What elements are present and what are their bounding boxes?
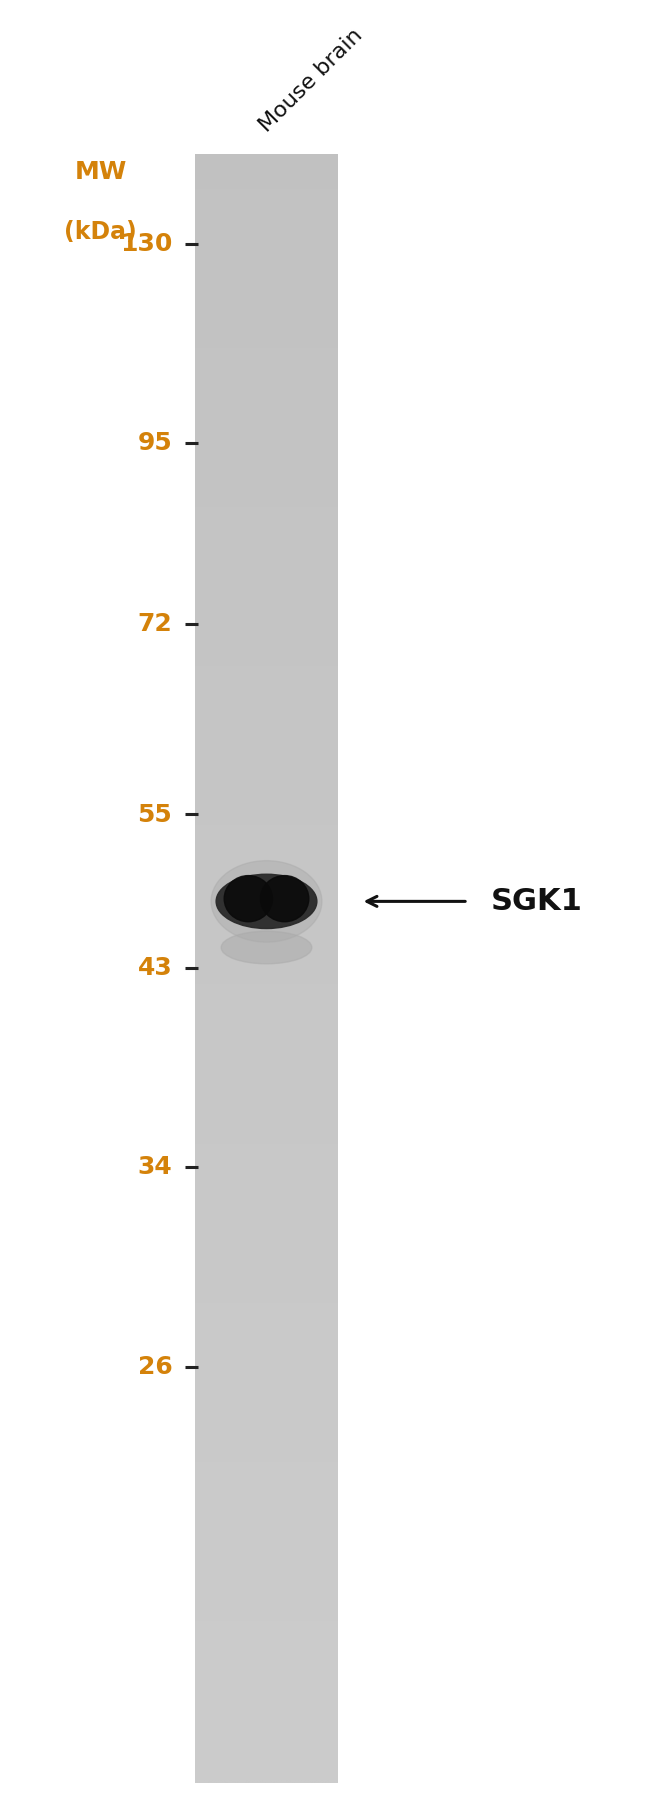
- Text: 34: 34: [138, 1155, 172, 1180]
- Ellipse shape: [216, 874, 317, 929]
- Ellipse shape: [224, 876, 272, 921]
- Ellipse shape: [261, 876, 309, 921]
- Text: SGK1: SGK1: [491, 887, 582, 916]
- Text: 26: 26: [138, 1354, 172, 1379]
- Text: 43: 43: [138, 956, 172, 981]
- Ellipse shape: [221, 930, 312, 963]
- Text: 55: 55: [138, 802, 172, 827]
- Text: (kDa): (kDa): [64, 219, 137, 244]
- Ellipse shape: [211, 862, 322, 943]
- Text: 72: 72: [138, 612, 172, 637]
- Text: MW: MW: [75, 159, 127, 185]
- Text: 130: 130: [120, 232, 172, 257]
- Text: Mouse brain: Mouse brain: [255, 25, 367, 136]
- Text: 95: 95: [138, 431, 172, 456]
